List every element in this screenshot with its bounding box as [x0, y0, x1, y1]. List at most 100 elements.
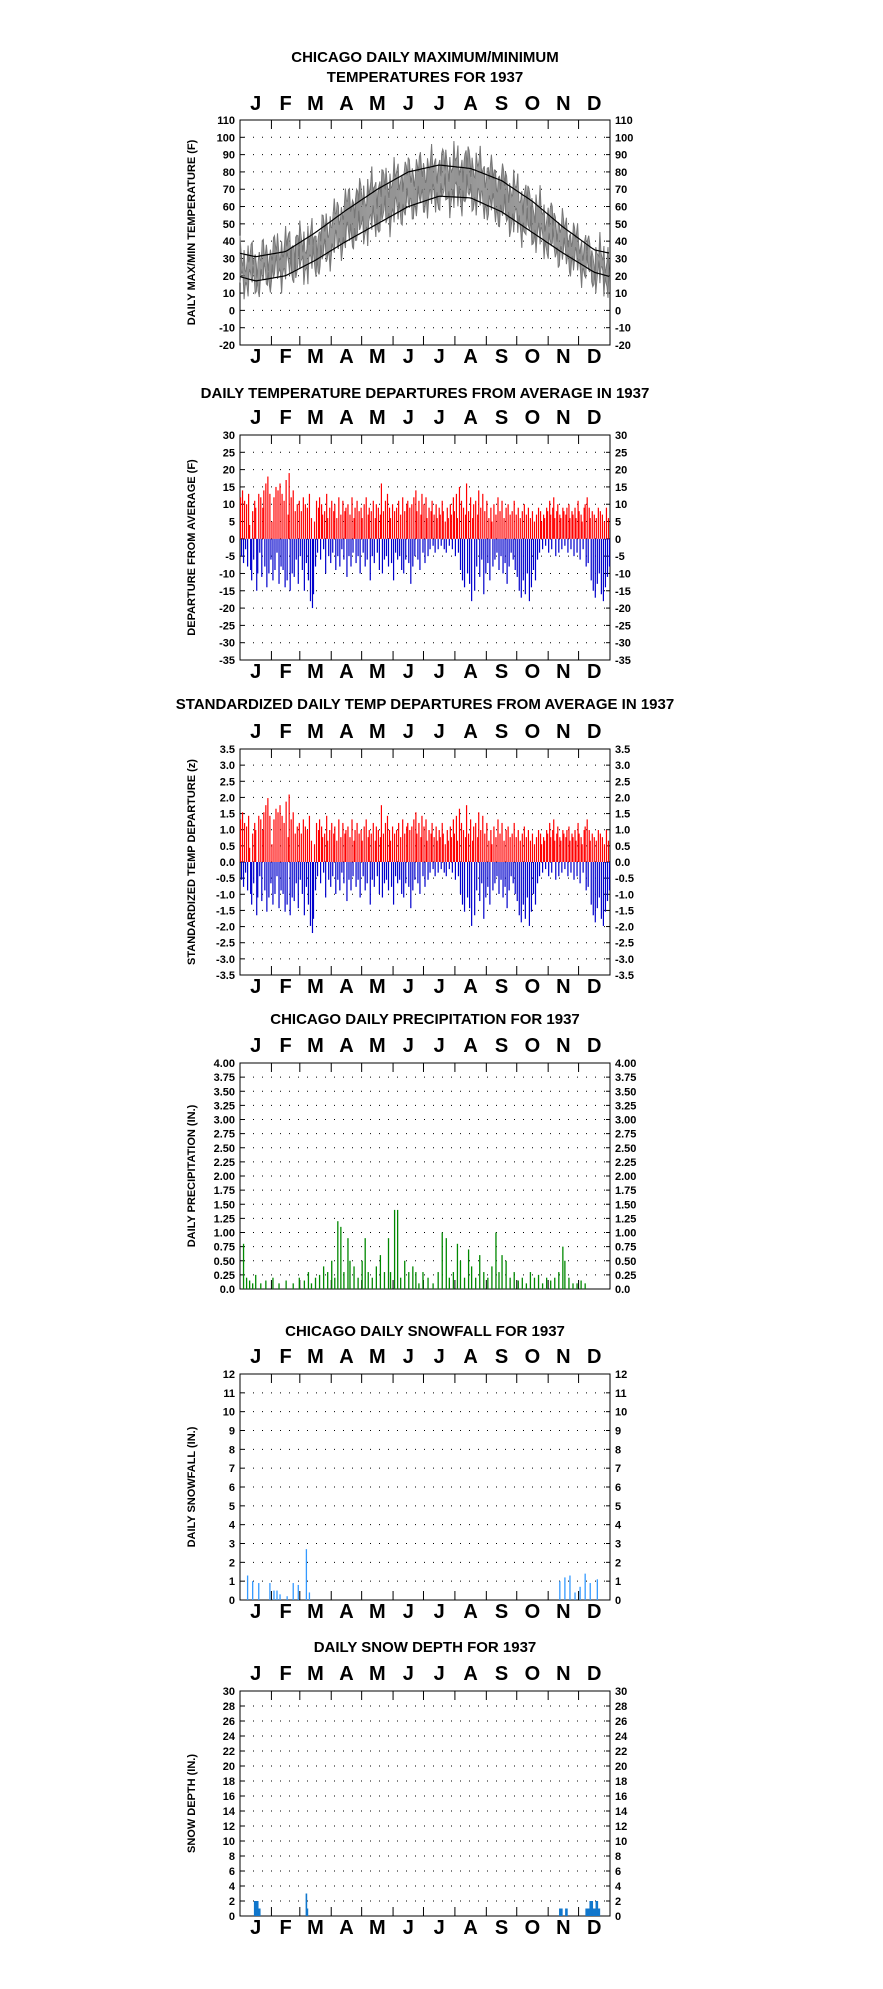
y-axis-label: DEPARTURE FROM AVERAGE (F): [186, 459, 198, 636]
y-tick-label-right: 0.75: [615, 1242, 636, 1254]
y-tick-label-left: -1.5: [216, 905, 235, 917]
y-tick-label-right: 10: [615, 1836, 627, 1848]
month-label-top: S: [495, 93, 508, 115]
month-label-bottom: A: [463, 1917, 477, 1939]
month-label-top: F: [280, 721, 292, 743]
month-label-top: J: [403, 93, 414, 115]
y-tick-label-right: 70: [615, 184, 627, 196]
y-tick-label-right: 0.0: [615, 857, 630, 869]
y-tick-label-right: 1.25: [615, 1213, 636, 1225]
y-tick-label-right: 0: [615, 305, 621, 317]
month-label-bottom: F: [280, 346, 292, 368]
y-tick-label-right: 30: [615, 430, 627, 442]
y-tick-label-left: 1: [229, 1576, 235, 1588]
chart-snowfall: CHICAGO DAILY SNOWFALL FOR 1937JJFFMMAAM…: [186, 1323, 627, 1623]
y-tick-label-left: 90: [223, 150, 235, 162]
month-label-top: J: [250, 721, 261, 743]
month-label-bottom: J: [434, 1917, 445, 1939]
month-label-bottom: A: [463, 1601, 477, 1623]
y-tick-label-left: 25: [223, 447, 235, 459]
y-tick-label-right: 22: [615, 1746, 627, 1758]
month-label-top: S: [495, 407, 508, 429]
month-label-top: A: [463, 407, 477, 429]
month-label-top: J: [250, 93, 261, 115]
month-label-bottom: J: [403, 976, 414, 998]
y-tick-label-right: 1.50: [615, 1199, 636, 1211]
month-label-top: O: [525, 93, 541, 115]
month-label-top: J: [403, 1663, 414, 1685]
month-label-top: A: [463, 1663, 477, 1685]
y-tick-label-left: 0.5: [220, 841, 235, 853]
month-label-bottom: D: [587, 346, 601, 368]
month-label-top: M: [369, 93, 386, 115]
month-label-bottom: J: [250, 976, 261, 998]
y-tick-label-right: 8: [615, 1444, 621, 1456]
month-label-bottom: D: [587, 976, 601, 998]
y-tick-label-right: 1: [615, 1576, 621, 1588]
y-tick-label-right: 5: [615, 1501, 621, 1513]
chart-marks: [253, 1893, 601, 1916]
month-label-top: O: [525, 407, 541, 429]
y-tick-label-left: 20: [223, 1761, 235, 1773]
month-label-top: F: [280, 1346, 292, 1368]
y-tick-label-right: 3: [615, 1539, 621, 1551]
month-label-top: J: [434, 1663, 445, 1685]
month-label-top: D: [587, 1663, 601, 1685]
y-tick-label-left: 3: [229, 1539, 235, 1551]
month-label-top: N: [556, 407, 570, 429]
month-label-bottom: S: [495, 976, 508, 998]
month-label-bottom: M: [369, 976, 386, 998]
y-tick-label-left: 30: [223, 253, 235, 265]
month-label-bottom: M: [369, 346, 386, 368]
y-tick-label-left: 30: [223, 1686, 235, 1698]
y-tick-label-right: 24: [615, 1731, 628, 1743]
chart-title: CHICAGO DAILY SNOWFALL FOR 1937: [285, 1323, 565, 1340]
y-tick-label-left: 1.75: [214, 1185, 235, 1197]
month-label-top: F: [280, 93, 292, 115]
normal-max-line: [239, 164, 610, 258]
y-axis-label: DAILY SNOWFALL (IN.): [186, 1426, 198, 1547]
y-tick-label-left: -25: [219, 620, 235, 632]
y-tick-label-left: 14: [223, 1806, 236, 1818]
y-tick-label-right: -0.5: [615, 873, 634, 885]
y-tick-label-left: 6: [229, 1482, 235, 1494]
y-tick-label-left: 3.50: [214, 1086, 235, 1098]
y-tick-label-left: 70: [223, 184, 235, 196]
y-tick-label-left: 22: [223, 1746, 235, 1758]
y-tick-label-right: 10: [615, 1407, 627, 1419]
y-tick-label-left: 3.5: [220, 744, 235, 756]
y-tick-label-right: 7: [615, 1463, 621, 1475]
month-label-bottom: M: [307, 661, 324, 683]
chart-temps: CHICAGO DAILY MAXIMUM/MINIMUM TEMPERATURE…: [186, 49, 633, 368]
month-label-bottom: A: [339, 1917, 353, 1939]
month-label-bottom: M: [369, 1601, 386, 1623]
month-label-top: M: [307, 1035, 324, 1057]
y-tick-label-left: 10: [223, 499, 235, 511]
y-tick-label-left: 80: [223, 167, 235, 179]
y-tick-label-left: 110: [217, 115, 235, 127]
month-label-top: A: [463, 1035, 477, 1057]
y-tick-label-right: 1.0: [615, 825, 630, 837]
y-tick-label-left: 0: [229, 305, 235, 317]
y-tick-label-right: 1.5: [615, 809, 630, 821]
y-tick-label-left: 2: [229, 1896, 235, 1908]
y-tick-label-right: 25: [615, 447, 627, 459]
y-tick-label-left: -2.5: [216, 938, 235, 950]
y-tick-label-right: 80: [615, 167, 627, 179]
y-tick-label-left: 60: [223, 202, 235, 214]
y-tick-label-left: 1.25: [214, 1213, 235, 1225]
y-tick-label-left: 1.50: [214, 1199, 235, 1211]
month-label-top: S: [495, 1663, 508, 1685]
y-tick-label-left: -10: [219, 568, 235, 580]
y-tick-label-right: 2: [615, 1896, 621, 1908]
y-tick-label-right: 2.0: [615, 792, 630, 804]
y-tick-label-right: 14: [615, 1806, 628, 1818]
month-label-top: J: [250, 1035, 261, 1057]
y-tick-label-right: -25: [615, 620, 631, 632]
month-label-bottom: A: [463, 661, 477, 683]
chart-title: CHICAGO DAILY PRECIPITATION FOR 1937: [270, 1011, 580, 1028]
month-label-top: J: [403, 407, 414, 429]
month-label-bottom: A: [339, 976, 353, 998]
month-label-bottom: N: [556, 346, 570, 368]
